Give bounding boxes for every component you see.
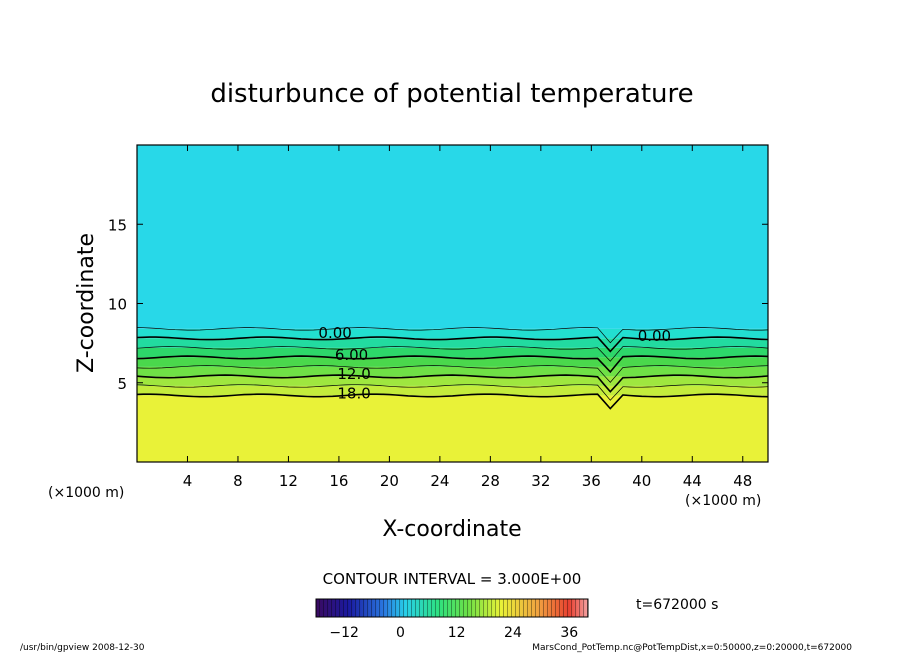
x-tick-label: 36 xyxy=(582,472,601,490)
y-axis-label: Z-coordinate xyxy=(74,233,99,373)
field-layer xyxy=(137,338,768,348)
colorbar-stripes xyxy=(316,599,588,617)
y-tick-label: 15 xyxy=(108,216,127,234)
colorbar-tick-label: 36 xyxy=(560,625,578,641)
field-layer xyxy=(137,357,768,367)
x-unit-left: (×1000 m) xyxy=(48,485,124,501)
field-layers xyxy=(137,145,768,462)
x-tick-label: 12 xyxy=(279,472,298,490)
colorbar: −12 0 12 24 36 xyxy=(315,598,589,641)
contour-label: 18.0 xyxy=(337,384,370,402)
x-tick-label: 8 xyxy=(233,472,243,490)
field-layer xyxy=(137,385,768,396)
colorbar-ticks: −12 0 12 24 36 xyxy=(329,625,578,641)
x-axis-ticks: 4 8 12 16 20 24 28 32 36 40 44 48 xyxy=(183,145,752,490)
contour-label: 0.00 xyxy=(318,324,351,342)
colorbar-tick-label: 24 xyxy=(504,625,522,641)
chart-title: disturbunce of potential temperature xyxy=(210,79,693,109)
y-tick-label: 10 xyxy=(108,296,127,314)
x-tick-label: 48 xyxy=(733,472,752,490)
footer-left: /usr/bin/gpview 2008-12-30 xyxy=(20,643,145,653)
field-layer xyxy=(137,347,768,358)
x-tick-label: 40 xyxy=(632,472,651,490)
y-tick-label: 5 xyxy=(117,375,127,393)
contour-lines xyxy=(137,327,768,410)
field-layer xyxy=(137,328,768,339)
contour-line xyxy=(137,393,768,410)
contour-line xyxy=(137,365,768,383)
colorbar-tick-label: 0 xyxy=(396,625,405,641)
colorbar-tick-label: −12 xyxy=(329,625,359,641)
field-layer xyxy=(137,145,768,329)
y-axis-ticks: 5 10 15 xyxy=(108,216,768,393)
contour-line xyxy=(137,336,768,353)
x-tick-label: 4 xyxy=(183,472,193,490)
colorbar-frame xyxy=(315,598,589,618)
field-layer xyxy=(137,366,768,377)
time-text: t=672000 s xyxy=(636,597,718,613)
x-axis-label: X-coordinate xyxy=(382,517,521,542)
x-unit-right: (×1000 m) xyxy=(685,493,761,509)
x-tick-label: 24 xyxy=(430,472,449,490)
contour-line xyxy=(137,327,768,344)
contour-label: 6.00 xyxy=(335,346,368,364)
contour-label: 12.0 xyxy=(337,365,370,383)
x-tick-label: 44 xyxy=(683,472,702,490)
x-tick-label: 20 xyxy=(380,472,399,490)
x-tick-label: 32 xyxy=(531,472,550,490)
footer-right: MarsCond_PotTemp.nc@PotTempDist,x=0:5000… xyxy=(532,643,852,653)
contour-line xyxy=(137,374,768,393)
field-layer xyxy=(137,395,768,462)
contour-label: 0.00 xyxy=(638,327,671,345)
contour-interval-text: CONTOUR INTERVAL = 3.000E+00 xyxy=(323,570,582,588)
contour-line xyxy=(137,346,768,362)
field-layer xyxy=(137,376,768,386)
x-tick-label: 16 xyxy=(329,472,348,490)
x-tick-label: 28 xyxy=(481,472,500,490)
colorbar-tick-label: 12 xyxy=(448,625,466,641)
contour-line xyxy=(137,384,768,401)
contour-line xyxy=(137,355,768,374)
